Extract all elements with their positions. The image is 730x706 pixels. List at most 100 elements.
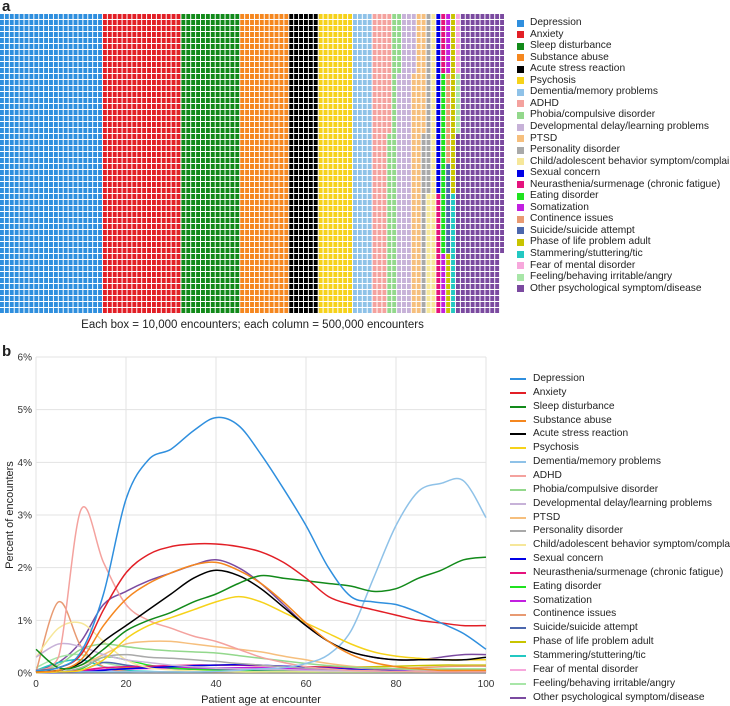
waffle-box [53, 92, 58, 97]
waffle-box [29, 116, 34, 121]
waffle-box [245, 308, 250, 313]
waffle-box [142, 284, 147, 289]
waffle-box [205, 14, 210, 19]
waffle-box [63, 62, 68, 67]
waffle-box [176, 68, 181, 73]
waffle-box [34, 20, 39, 25]
waffle-box [78, 206, 83, 211]
waffle-box [240, 188, 245, 193]
waffle-box [308, 140, 313, 145]
waffle-box [196, 62, 201, 67]
waffle-box [14, 86, 19, 91]
waffle-box [44, 206, 49, 211]
waffle-box [102, 200, 107, 205]
waffle-box [107, 38, 112, 43]
waffle-box [205, 32, 210, 37]
waffle-box [392, 242, 397, 247]
waffle-box [112, 182, 117, 187]
waffle-box [191, 170, 196, 175]
waffle-box [480, 32, 485, 37]
waffle-box [323, 266, 328, 271]
waffle-box [9, 308, 14, 313]
waffle-box [436, 164, 441, 169]
waffle-box [88, 20, 93, 25]
waffle-box [225, 38, 230, 43]
waffle-box [220, 56, 225, 61]
waffle-box [338, 302, 343, 307]
waffle-box [93, 284, 98, 289]
waffle-box [289, 224, 294, 229]
waffle-box [151, 122, 156, 127]
waffle-box [397, 134, 402, 139]
waffle-box [186, 80, 191, 85]
waffle-box [353, 272, 357, 277]
waffle-box [4, 176, 9, 181]
waffle-box [58, 200, 63, 205]
waffle-box [323, 200, 328, 205]
waffle-box [142, 140, 147, 145]
waffle-box [191, 92, 196, 97]
waffle-box [402, 26, 406, 31]
waffle-box [387, 68, 392, 73]
waffle-box [284, 272, 289, 277]
waffle-box [392, 14, 397, 19]
waffle-box [348, 116, 353, 121]
waffle-box [402, 134, 406, 139]
waffle-box [186, 92, 191, 97]
waffle-box [284, 224, 289, 229]
waffle-box [274, 290, 279, 295]
waffle-box [416, 176, 421, 181]
waffle-box [93, 278, 98, 283]
waffle-box [24, 38, 29, 43]
waffle-box [58, 224, 63, 229]
waffle-box [68, 80, 73, 85]
waffle-box [58, 56, 63, 61]
waffle-box [137, 122, 142, 127]
waffle-box [215, 32, 220, 37]
waffle-box [171, 182, 176, 187]
waffle-box [284, 122, 289, 127]
waffle-box [406, 74, 411, 79]
waffle-box [313, 290, 318, 295]
waffle-box [382, 302, 387, 307]
waffle-box [235, 116, 240, 121]
waffle-box [269, 236, 274, 241]
waffle-box [34, 104, 39, 109]
waffle-box [137, 86, 142, 91]
waffle-box [68, 164, 73, 169]
waffle-box [78, 56, 83, 61]
waffle-box [49, 152, 53, 157]
waffle-box [151, 308, 156, 313]
waffle-box [220, 200, 225, 205]
waffle-box [299, 188, 303, 193]
waffle-box [485, 140, 490, 145]
waffle-box [328, 92, 333, 97]
waffle-box [215, 74, 220, 79]
waffle-box [122, 158, 127, 163]
waffle-box [39, 266, 44, 271]
waffle-box [318, 236, 323, 241]
waffle-box [323, 224, 328, 229]
waffle-box [58, 38, 63, 43]
waffle-box [225, 32, 230, 37]
waffle-box [191, 176, 196, 181]
waffle-box [137, 284, 142, 289]
waffle-box [161, 248, 166, 253]
waffle-box [465, 32, 470, 37]
waffle-box [367, 26, 372, 31]
waffle-box [382, 164, 387, 169]
waffle-box [328, 200, 333, 205]
waffle-box [406, 194, 411, 199]
waffle-box [313, 146, 318, 151]
waffle-box [88, 86, 93, 91]
waffle-box [9, 218, 14, 223]
waffle-box [353, 38, 357, 43]
waffle-box [24, 26, 29, 31]
waffle-box [93, 86, 98, 91]
waffle-box [362, 224, 367, 229]
waffle-box [279, 176, 284, 181]
waffle-box [299, 92, 303, 97]
waffle-box [63, 134, 68, 139]
waffle-box [83, 56, 88, 61]
waffle-box [279, 302, 284, 307]
